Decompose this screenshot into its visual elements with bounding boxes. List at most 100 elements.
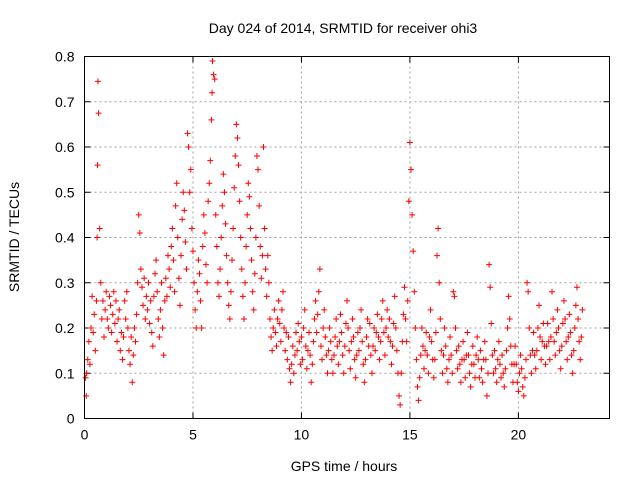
data-point [421,365,428,372]
data-point [265,279,272,286]
data-point [127,361,134,368]
data-point [303,365,310,372]
data-point [129,379,136,386]
data-point [422,347,429,354]
data-point [514,379,521,386]
data-point [445,356,452,363]
data-point [149,343,156,350]
data-point [386,315,393,322]
data-point [147,297,154,304]
data-point [398,370,405,377]
data-point [474,334,481,341]
data-point [419,343,426,350]
data-point [121,297,128,304]
data-point [244,211,251,218]
data-point [307,352,314,359]
data-point [137,266,144,273]
data-point [535,302,542,309]
data-point [219,202,226,209]
data-point [524,279,531,286]
data-point [304,347,311,354]
data-point [172,202,179,209]
data-point [141,275,148,282]
data-point [368,370,375,377]
data-point [317,343,324,350]
data-point [120,334,127,341]
data-point [199,243,206,250]
data-point [96,225,103,232]
data-point [226,315,233,322]
data-point [82,374,89,381]
data-point [240,315,247,322]
data-point [405,198,412,205]
data-point [513,361,520,368]
data-point [285,334,292,341]
data-point [467,383,474,390]
data-point [575,315,582,322]
data-point [109,311,116,318]
data-point [287,379,294,386]
data-point [550,315,557,322]
data-point [108,329,115,336]
data-point [479,379,486,386]
data-point [162,275,169,282]
data-point [115,315,122,322]
data-point [462,374,469,381]
data-point [286,365,293,372]
data-point [443,365,450,372]
data-point [291,352,298,359]
data-point [296,338,303,345]
data-point [310,338,317,345]
data-point [494,356,501,363]
data-point [197,297,204,304]
data-point [401,284,408,291]
data-point [370,343,377,350]
data-point [135,211,142,218]
data-point [119,356,126,363]
data-point [404,297,411,304]
data-point [123,288,130,295]
data-point [333,315,340,322]
data-point [337,311,344,318]
data-point [221,189,228,196]
data-point [412,325,419,331]
data-point [570,347,577,354]
data-point [145,279,152,286]
data-point [326,325,333,331]
data-point [423,329,430,336]
data-point [259,252,266,259]
data-point [140,302,147,309]
data-point [201,229,208,236]
data-point [396,392,403,399]
data-point [275,297,282,304]
data-point [248,257,255,264]
data-point [261,225,268,232]
data-point [341,343,348,350]
data-point [290,370,297,377]
data-point [512,343,519,350]
data-point [336,338,343,345]
data-point [411,288,418,295]
data-point [491,347,498,354]
y-tick-label: 0.6 [55,139,75,155]
data-point [157,306,164,313]
data-point [502,365,509,372]
data-point [306,329,313,336]
data-point [161,297,168,304]
data-point [222,220,229,227]
data-point [563,338,570,345]
data-point [112,297,119,304]
data-point [410,248,417,255]
data-point [208,116,215,123]
data-point [571,325,578,331]
data-point [560,297,567,304]
data-point [390,320,397,327]
data-point [578,334,585,341]
data-point [499,352,506,359]
data-point [522,356,529,363]
data-point [214,279,221,286]
data-point [133,311,140,318]
data-point [485,370,492,377]
data-point [245,180,252,187]
data-point [191,279,198,286]
